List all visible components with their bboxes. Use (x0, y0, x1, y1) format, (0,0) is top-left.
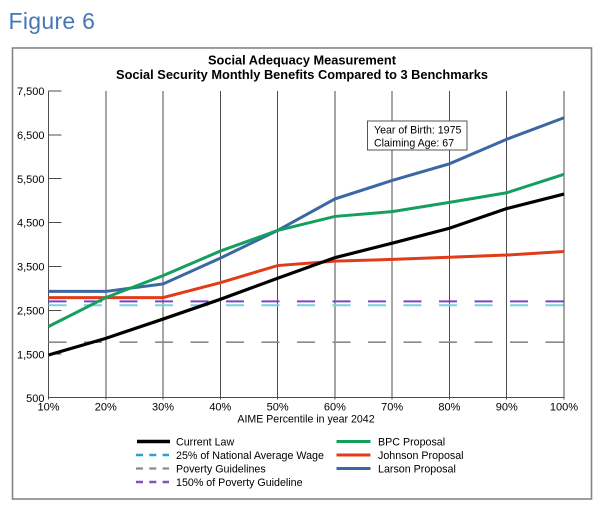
svg-text:70%: 70% (381, 402, 403, 414)
svg-text:1,500: 1,500 (17, 349, 45, 361)
svg-text:3,500: 3,500 (17, 262, 45, 274)
svg-text:Current Law: Current Law (176, 437, 234, 449)
svg-text:80%: 80% (438, 402, 460, 414)
svg-text:2,500: 2,500 (17, 305, 45, 317)
svg-text:150% of Poverty Guideline: 150% of Poverty Guideline (176, 477, 303, 489)
svg-text:20%: 20% (95, 402, 117, 414)
svg-text:AIME Percentile in year 2042: AIME Percentile in year 2042 (237, 414, 374, 426)
svg-text:5,500: 5,500 (17, 174, 45, 186)
svg-text:Claiming Age: 67: Claiming Age: 67 (374, 138, 454, 150)
svg-text:40%: 40% (209, 402, 231, 414)
svg-text:Social Security Monthly Benefi: Social Security Monthly Benefits Compare… (116, 67, 488, 82)
svg-text:90%: 90% (496, 402, 518, 414)
svg-text:4,500: 4,500 (17, 218, 45, 230)
svg-text:30%: 30% (152, 402, 174, 414)
svg-text:Year of Birth: 1975: Year of Birth: 1975 (374, 125, 461, 137)
svg-text:6,500: 6,500 (17, 130, 45, 142)
svg-text:Poverty Guidelines: Poverty Guidelines (176, 464, 266, 476)
svg-text:100%: 100% (550, 402, 578, 414)
svg-text:7,500: 7,500 (17, 86, 45, 98)
svg-text:Social Adequacy Measurement: Social Adequacy Measurement (208, 53, 397, 68)
svg-text:500: 500 (26, 393, 44, 405)
svg-text:Larson Proposal: Larson Proposal (378, 464, 456, 476)
svg-text:25% of National Average Wage: 25% of National Average Wage (176, 450, 324, 462)
svg-text:50%: 50% (267, 402, 289, 414)
svg-text:60%: 60% (324, 402, 346, 414)
svg-text:Johnson Proposal: Johnson Proposal (378, 450, 464, 462)
svg-text:10%: 10% (37, 402, 59, 414)
svg-text:BPC Proposal: BPC Proposal (378, 437, 445, 449)
svg-text:Figure 6: Figure 6 (9, 8, 96, 34)
